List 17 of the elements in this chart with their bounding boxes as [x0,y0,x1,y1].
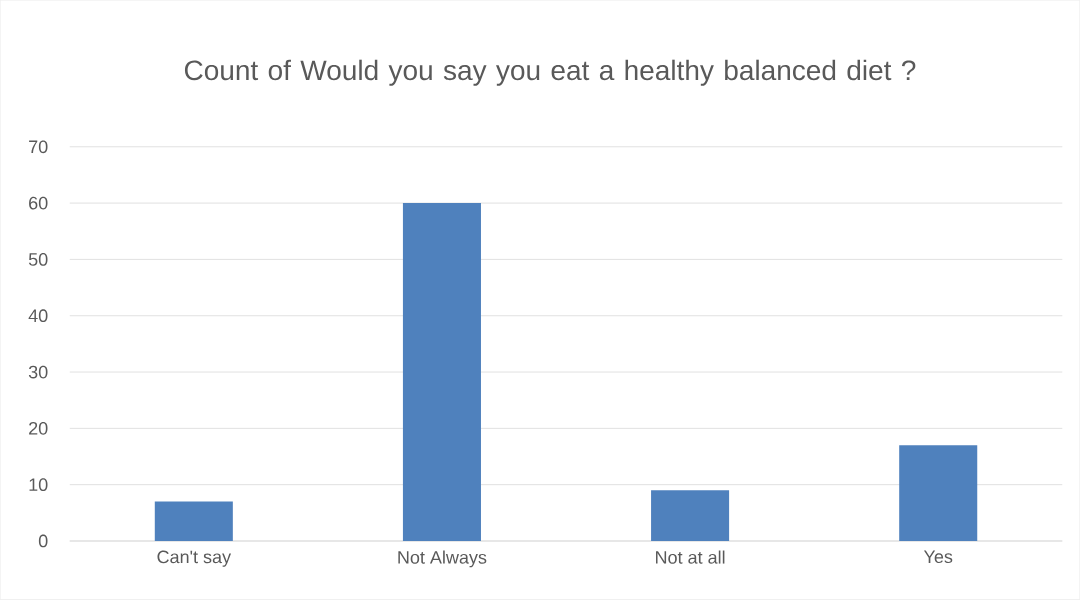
y-tick-label: 10 [29,478,48,492]
y-tick-label: 60 [29,196,48,210]
x-tick-label: Can't say [157,550,232,567]
y-tick-label: 70 [29,140,48,154]
x-tick-label: Not Always [398,550,487,568]
bar [402,203,481,542]
x-tick-label: Not at all [656,550,725,564]
y-tick-label: 50 [28,253,48,266]
y-tick-label: 20 [29,422,48,435]
y-tick-label: 40 [28,309,48,323]
bar [899,445,978,542]
bar [154,501,233,542]
bar [651,490,730,542]
chart-title: Count of Would you say you eat a healthy balanced diet ? [184,59,916,86]
x-tick-label: Yes [923,550,953,564]
y-tick-label: 30 [28,365,48,379]
y-tick-label: 0 [38,534,48,548]
